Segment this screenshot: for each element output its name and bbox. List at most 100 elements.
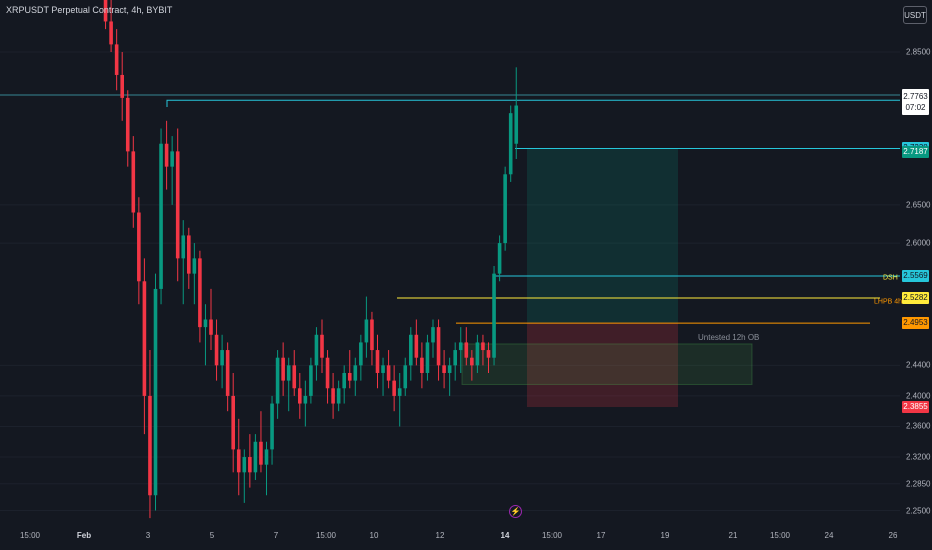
candle xyxy=(164,120,169,190)
candle-body xyxy=(225,350,230,396)
x-tick-label: 19 xyxy=(660,531,670,540)
grid xyxy=(0,51,900,512)
candle-body xyxy=(231,395,235,450)
candle xyxy=(392,365,396,412)
candle xyxy=(131,136,136,228)
candle-body xyxy=(492,273,496,358)
candle xyxy=(364,296,369,358)
current-price-badge: 2.7763 07:02 xyxy=(902,89,929,115)
candle-body xyxy=(281,357,285,381)
y-tick-label: 2.2850 xyxy=(906,479,931,489)
candle xyxy=(242,449,247,503)
y-tick-label: 2.4000 xyxy=(906,391,931,401)
candle-body xyxy=(170,151,174,167)
lightning-icon[interactable]: ⚡ xyxy=(509,505,522,518)
candle xyxy=(103,0,108,30)
high-level-line xyxy=(166,99,900,108)
price-level-label: 2.5282 xyxy=(902,291,929,304)
candle-body xyxy=(353,365,358,381)
candle xyxy=(170,136,174,205)
x-tick-label: Feb xyxy=(76,531,92,540)
candle-body xyxy=(359,342,363,366)
candle-body xyxy=(131,151,136,213)
candle xyxy=(481,334,485,366)
candle xyxy=(181,220,186,305)
currency-unit-button[interactable]: USDT xyxy=(903,6,927,24)
candle xyxy=(353,357,358,396)
x-tick-label: 17 xyxy=(596,531,606,540)
x-tick-label: 15:00 xyxy=(769,531,791,540)
candle-body xyxy=(464,342,469,358)
candle xyxy=(281,342,285,396)
candle xyxy=(492,266,496,366)
candle xyxy=(187,227,191,289)
candle-body xyxy=(375,350,380,373)
candle xyxy=(331,372,335,419)
candle xyxy=(475,334,480,373)
stop-zone xyxy=(527,322,678,407)
candle xyxy=(120,52,124,121)
candle xyxy=(503,166,507,251)
chart-title: XRPUSDT Perpetual Contract, 4h, BYBIT xyxy=(6,5,173,15)
candle-body xyxy=(458,342,463,351)
candle xyxy=(148,350,152,519)
bar-countdown: 07:02 xyxy=(905,103,926,112)
candle xyxy=(225,342,230,412)
y-tick-label: 2.3600 xyxy=(906,421,931,431)
current-price: 2.7763 xyxy=(903,92,928,101)
candle-body xyxy=(414,334,419,358)
y-tick-label: 2.6000 xyxy=(906,238,931,248)
candle xyxy=(464,327,469,366)
candle-body xyxy=(503,174,507,244)
candle xyxy=(486,342,491,373)
candle xyxy=(320,319,324,373)
x-tick-label: 24 xyxy=(824,531,834,540)
x-tick-label: 15:00 xyxy=(315,531,337,540)
candle-body xyxy=(153,288,158,496)
x-tick-label: 10 xyxy=(369,531,379,540)
candle-body xyxy=(336,388,341,404)
candle xyxy=(375,334,380,389)
candle xyxy=(508,105,513,182)
price-level-label: 2.3855 xyxy=(902,400,929,413)
x-tick-label: 21 xyxy=(728,531,738,540)
candle xyxy=(137,197,141,305)
candle-body xyxy=(120,74,124,98)
candles xyxy=(103,0,519,519)
candle xyxy=(264,441,269,496)
candle-body xyxy=(259,441,263,465)
candle-body xyxy=(314,334,319,366)
y-tick-label: 2.6500 xyxy=(906,200,931,210)
candle-body xyxy=(309,365,313,396)
candle-body xyxy=(220,350,224,366)
y-tick-label: 2.2500 xyxy=(906,506,931,516)
candle xyxy=(336,380,341,412)
candle-body xyxy=(248,457,252,473)
x-tick-label: 14 xyxy=(500,531,510,540)
candle xyxy=(414,319,419,366)
candle-body xyxy=(409,334,413,366)
candle xyxy=(270,395,274,465)
candle-body xyxy=(508,113,513,175)
candle-body xyxy=(264,449,269,465)
candle xyxy=(420,342,424,389)
candle-body xyxy=(342,372,346,389)
price-level-label: 2.7187 xyxy=(902,146,929,159)
candle xyxy=(497,235,502,282)
x-tick-label: 5 xyxy=(209,531,215,540)
candle xyxy=(203,304,208,366)
candle-body xyxy=(298,388,302,404)
candle-body xyxy=(192,258,197,274)
candle xyxy=(359,334,363,381)
y-tick-label: 2.8500 xyxy=(906,47,931,57)
candle xyxy=(125,90,130,167)
candle-body xyxy=(253,441,258,473)
candle xyxy=(314,327,319,381)
candle xyxy=(275,350,280,419)
candle-body xyxy=(403,365,408,389)
order-block-label: Untested 12h OB xyxy=(698,333,760,342)
candle-body xyxy=(347,372,352,381)
candle-body xyxy=(242,457,247,473)
